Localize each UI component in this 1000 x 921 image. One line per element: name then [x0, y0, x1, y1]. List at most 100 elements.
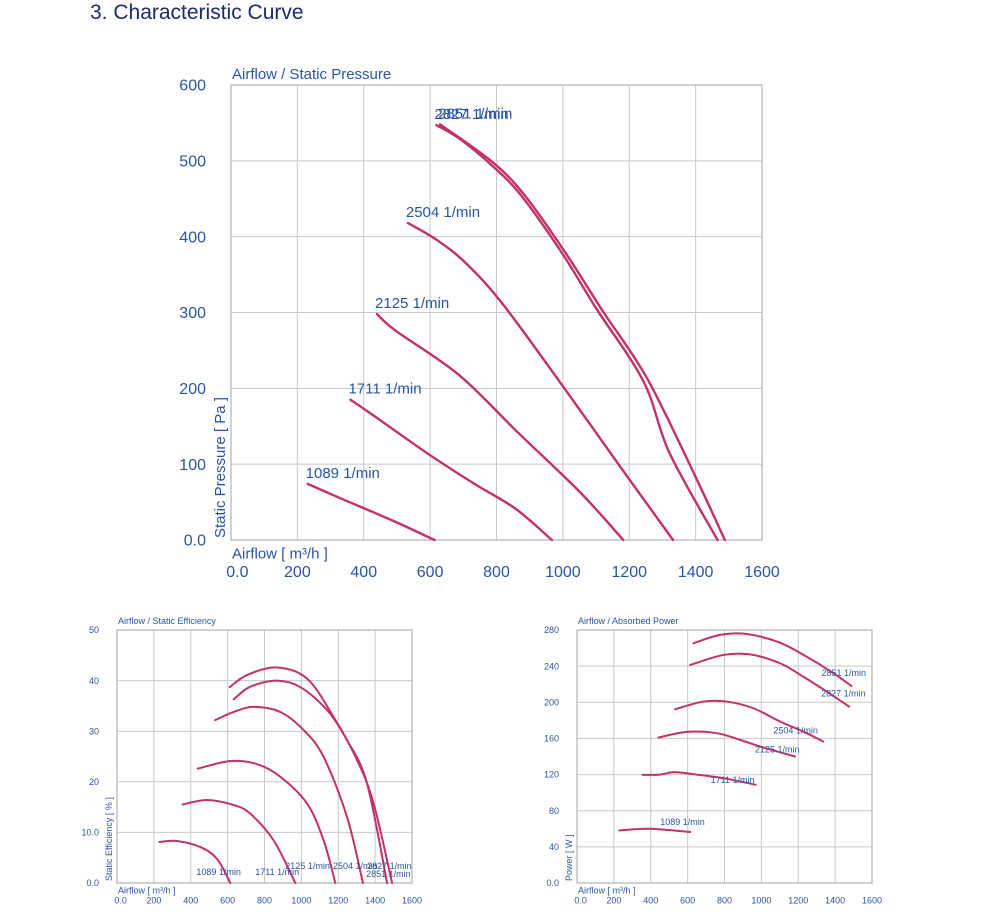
- y-tick-label: 600: [179, 78, 206, 95]
- x-tick-label: 0.0: [114, 896, 127, 906]
- series-line-2125: [375, 312, 625, 542]
- plot-frame: [230, 84, 763, 541]
- x-tick-label: 1000: [291, 896, 311, 906]
- x-tick-label: 1600: [402, 896, 422, 906]
- series-line-1089: [618, 827, 692, 834]
- series-line-1089: [306, 482, 436, 542]
- x-tick-label: 1000: [545, 564, 581, 581]
- series-line-2504: [214, 705, 364, 884]
- chart-title: Airflow / Static Pressure: [232, 66, 391, 83]
- series-label: 2827 1/min: [821, 689, 866, 699]
- y-axis-label: Static Efficiency [ % ]: [104, 797, 114, 881]
- chart-1: 0.0 200 400 600 800 1000 1200 1400 1600 0.0 10.0 20…: [81, 616, 422, 906]
- plot-frame: [116, 629, 413, 884]
- chart-title: Airflow / Static Efficiency: [118, 616, 216, 626]
- series-line-1711: [349, 398, 554, 542]
- series-label: 2851 1/min: [822, 668, 867, 678]
- series-line-2851: [692, 632, 853, 688]
- x-tick-label: 1600: [862, 896, 882, 906]
- y-tick-label: 0.0: [546, 878, 559, 888]
- y-tick-label: 400: [179, 229, 206, 246]
- series-label: 1711 1/min: [255, 867, 299, 877]
- series-line-2504: [674, 699, 825, 743]
- series-label: 2504 1/min: [773, 726, 818, 736]
- series-line-2125: [657, 730, 796, 758]
- y-tick-label: 500: [179, 153, 206, 170]
- series-line-2827: [689, 652, 851, 708]
- y-tick-label: 40: [89, 676, 99, 686]
- x-tick-label: 1000: [751, 896, 771, 906]
- x-tick-label: 200: [284, 564, 311, 581]
- chart-2: 0.0 200 400 600 800 1000 1200 1400 1600 0.0 40 80 12…: [544, 616, 882, 906]
- x-tick-label: 600: [417, 564, 444, 581]
- x-tick-label: 1400: [678, 564, 714, 581]
- y-tick-label: 0.0: [86, 878, 99, 888]
- x-tick-label: 400: [183, 896, 198, 906]
- y-tick-label: 30: [89, 726, 99, 736]
- y-tick-label: 40: [549, 842, 559, 852]
- x-tick-label: 400: [643, 896, 658, 906]
- series-label: 2504 1/min: [406, 204, 480, 221]
- series-label: 2827 1/min: [434, 106, 508, 123]
- x-tick-label: 0.0: [226, 564, 248, 581]
- series-label: 2851 1/min: [366, 869, 411, 879]
- series-line-2851: [228, 666, 394, 884]
- y-tick-label: 20: [89, 777, 99, 787]
- y-tick-label: 120: [544, 770, 559, 780]
- y-tick-label: 80: [549, 806, 559, 816]
- x-tick-label: 800: [483, 564, 510, 581]
- x-tick-label: 1200: [611, 564, 647, 581]
- series-line-1089: [158, 839, 232, 884]
- x-tick-label: 1600: [744, 564, 780, 581]
- y-tick-label: 200: [179, 381, 206, 398]
- series-label: 1089 1/min: [306, 465, 380, 482]
- y-tick-label: 0.0: [184, 533, 206, 550]
- section-heading: 3. Characteristic Curve: [90, 1, 304, 24]
- series-label: 2827 1/min: [367, 861, 412, 871]
- series-line-1711: [181, 799, 297, 884]
- x-tick-label: 0.0: [574, 896, 587, 906]
- x-tick-label: 1200: [328, 896, 348, 906]
- series-line-2125: [196, 759, 337, 884]
- series-label: 2125 1/min: [755, 745, 800, 755]
- chart-title: Airflow / Absorbed Power: [578, 616, 679, 626]
- x-tick-label: 800: [717, 896, 732, 906]
- series-label: 2125 1/min: [375, 295, 449, 312]
- y-tick-label: 300: [179, 305, 206, 322]
- x-axis-label: Airflow [ m³/h ]: [578, 885, 636, 895]
- y-tick-label: 10.0: [81, 828, 99, 838]
- series-label: 2851 1/min: [438, 105, 512, 122]
- y-tick-label: 240: [544, 661, 559, 671]
- y-tick-label: 200: [544, 697, 559, 707]
- chart-0: 0.0 200 400 600 800 1000 1200 1400 1600 0.0 100 200…: [179, 66, 780, 581]
- series-label: 1711 1/min: [348, 381, 421, 398]
- y-tick-label: 280: [544, 625, 559, 635]
- x-tick-label: 200: [606, 896, 621, 906]
- series-line-2851: [438, 123, 727, 542]
- y-tick-label: 100: [179, 457, 206, 474]
- series-label: 1089 1/min: [196, 867, 241, 877]
- y-axis-label: Static Pressure [ Pa ]: [212, 397, 229, 538]
- x-tick-label: 600: [680, 896, 695, 906]
- series-label: 2125 1/min: [285, 861, 330, 871]
- x-axis-label: Airflow [ m³/h ]: [118, 885, 176, 895]
- series-label: 1089 1/min: [660, 817, 705, 827]
- x-axis-label: Airflow [ m³/h ]: [232, 545, 328, 562]
- plot-frame: [576, 629, 873, 884]
- series-line-2504: [406, 221, 675, 542]
- y-axis-label: Power [ W ]: [564, 834, 574, 881]
- series-label: 1711 1/min: [711, 775, 755, 785]
- series-label: 2504 1/min: [333, 861, 378, 871]
- y-tick-label: 160: [544, 734, 559, 744]
- x-tick-label: 1200: [788, 896, 808, 906]
- series-line-1711: [641, 771, 757, 786]
- series-line-2827: [435, 123, 719, 542]
- y-tick-label: 50: [89, 625, 99, 635]
- x-tick-label: 800: [257, 896, 272, 906]
- x-tick-label: 600: [220, 896, 235, 906]
- x-tick-label: 200: [146, 896, 161, 906]
- x-tick-label: 1400: [365, 896, 385, 906]
- x-tick-label: 400: [350, 564, 377, 581]
- x-tick-label: 1400: [825, 896, 845, 906]
